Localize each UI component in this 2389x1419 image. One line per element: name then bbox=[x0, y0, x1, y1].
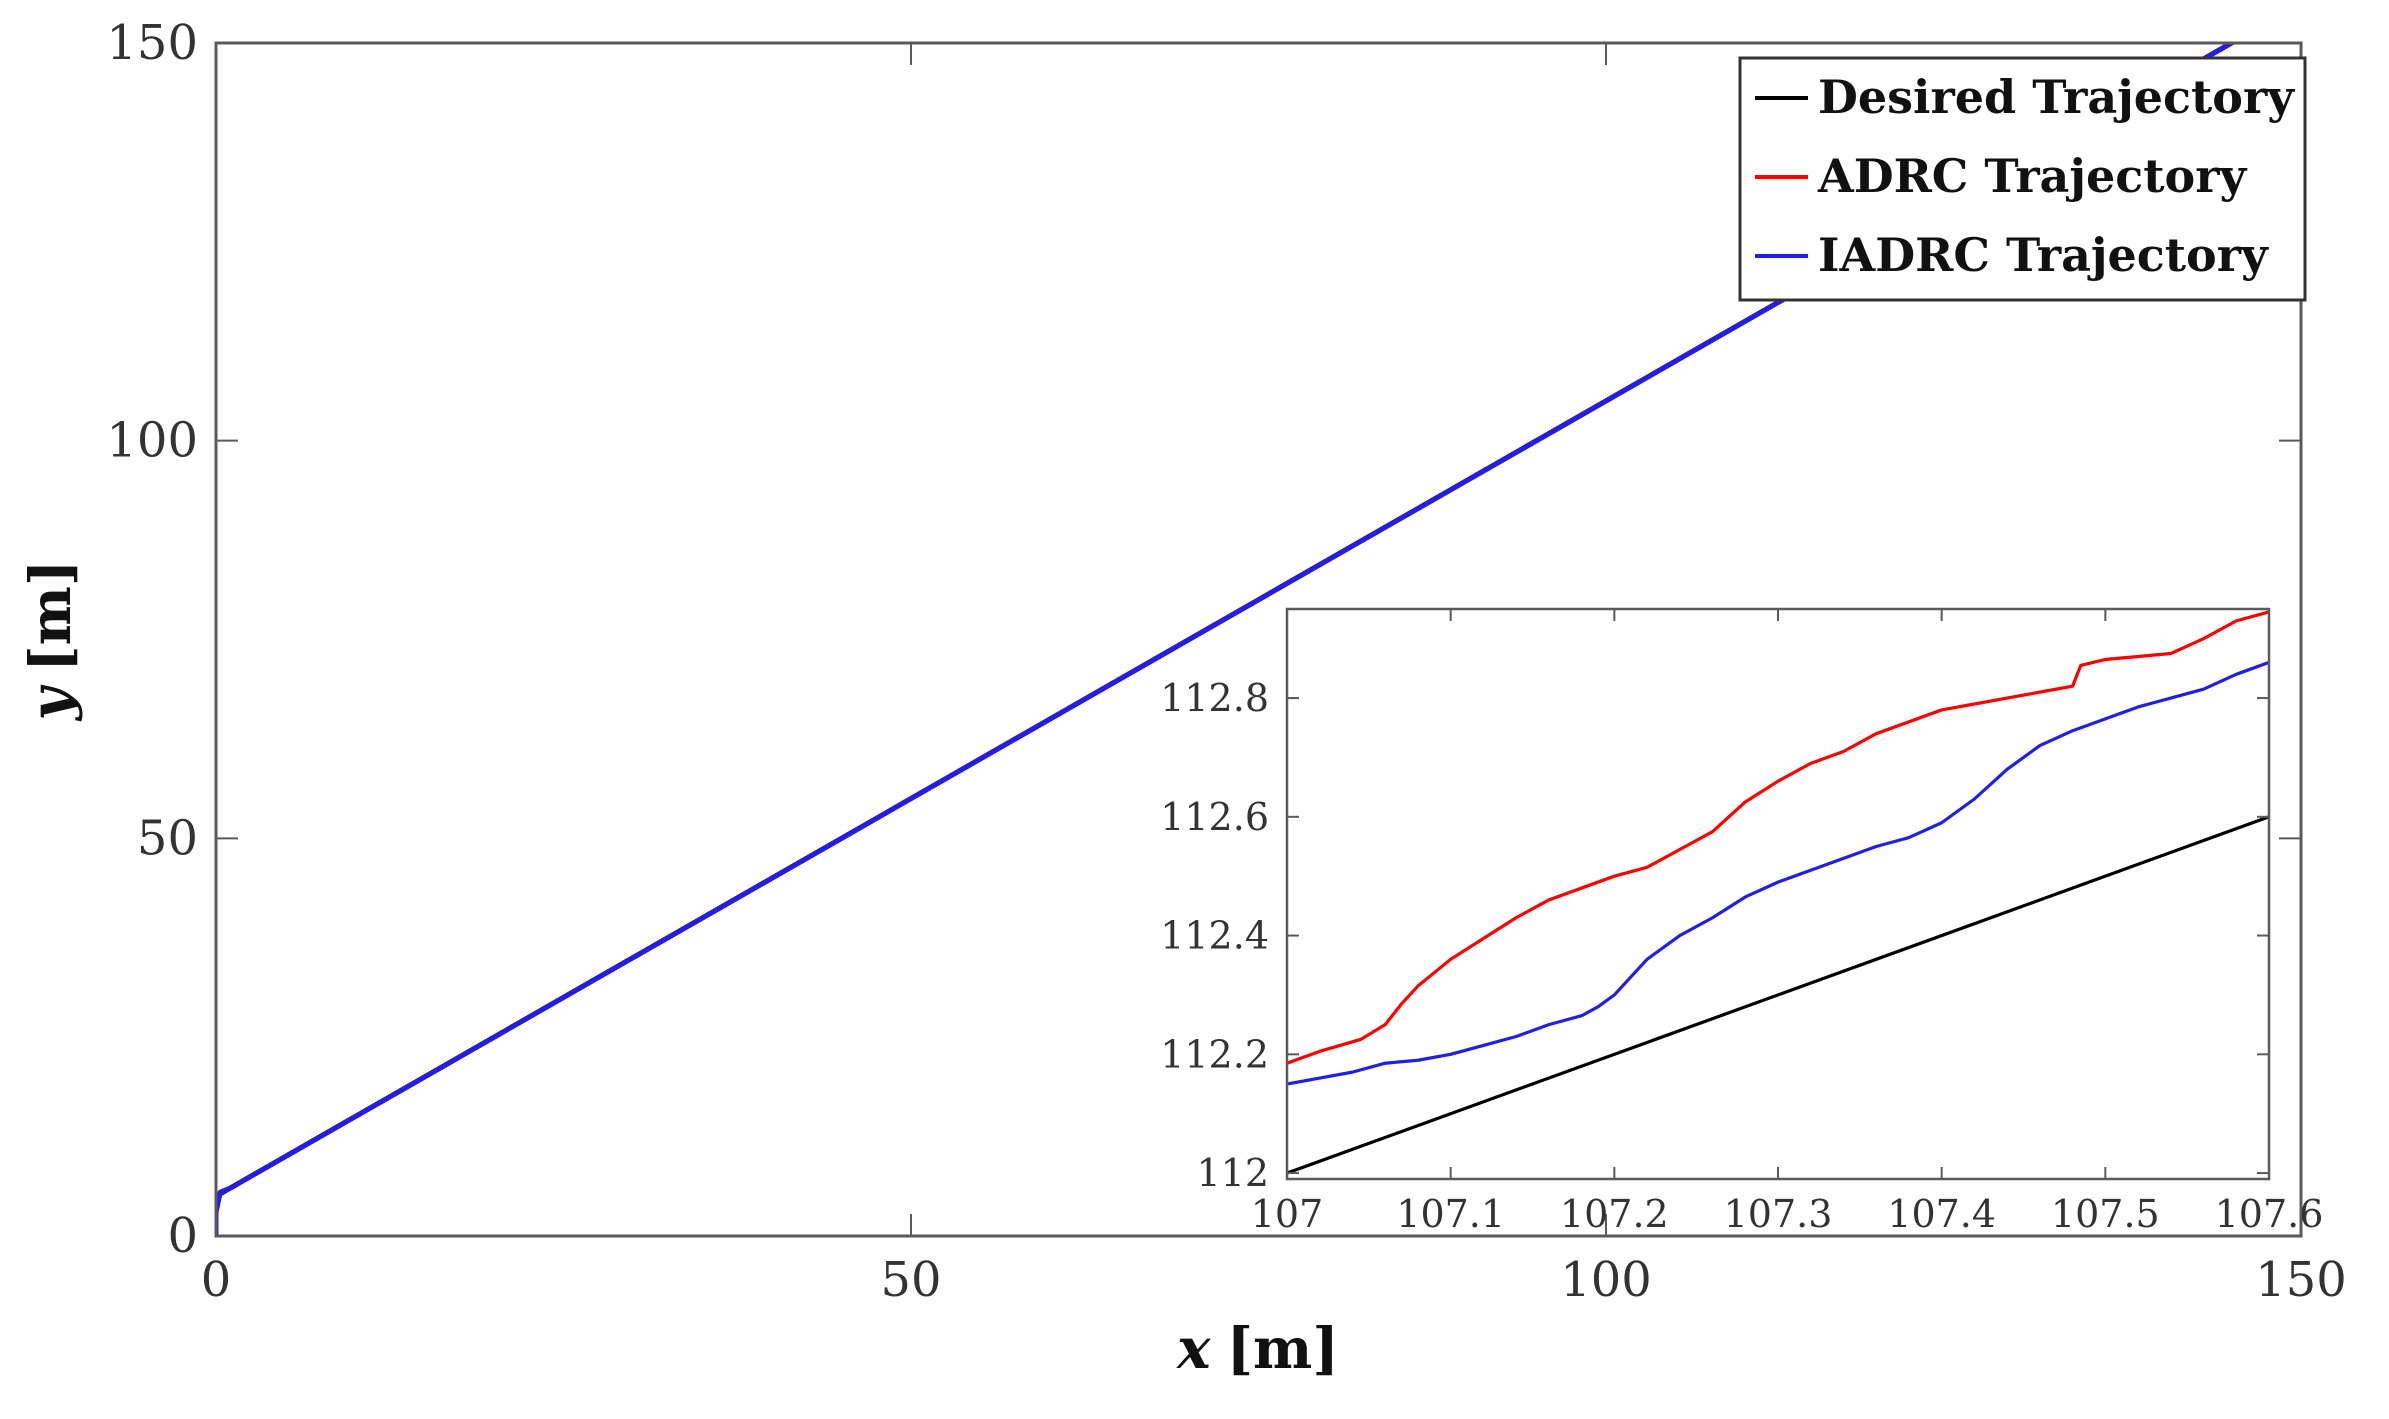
inset-y-tick-label: 112.8 bbox=[1160, 676, 1269, 720]
main-x-tick-label: 50 bbox=[880, 1252, 941, 1308]
main-y-tick-label: 150 bbox=[106, 15, 198, 71]
legend-label-iadrc: IADRC Trajectory bbox=[1818, 228, 2269, 282]
main-axes-box bbox=[214, 41, 2303, 1238]
main-y-tick-label: 50 bbox=[137, 810, 198, 866]
inset-x-tick-label: 107.4 bbox=[1887, 1192, 1996, 1236]
legend-box bbox=[1738, 56, 2307, 302]
x-axis-label: x [m] bbox=[1176, 1316, 1339, 1382]
inset-y-tick-label: 112.6 bbox=[1160, 795, 1269, 839]
y-axis-label-var: y bbox=[18, 684, 84, 722]
inset-x-tick-label: 107.5 bbox=[2051, 1192, 2160, 1236]
main-y-tick-label: 0 bbox=[167, 1208, 198, 1264]
inset-y-tick-label: 112.2 bbox=[1160, 1032, 1269, 1076]
legend-label-adrc: ADRC Trajectory bbox=[1817, 149, 2247, 203]
main-y-tick-label: 100 bbox=[106, 413, 198, 469]
inset-series-desired-trajectory bbox=[1287, 815, 2269, 1175]
y-axis-label: y [m] bbox=[18, 560, 84, 723]
main-x-tick-label: 100 bbox=[1560, 1252, 1652, 1308]
inset-y-tick-label: 112 bbox=[1196, 1151, 1269, 1195]
y-axis-label-unit: [m] bbox=[18, 560, 84, 672]
inset-x-tick-label: 107.2 bbox=[1560, 1192, 1669, 1236]
legend-label-desired: Desired Trajectory bbox=[1818, 70, 2295, 124]
inset-series-adrc-trajectory bbox=[1287, 610, 2269, 1065]
inset-background bbox=[1287, 609, 2269, 1179]
x-axis-label-var: x bbox=[1176, 1316, 1211, 1382]
inset-series-iadrc-trajectory bbox=[1287, 660, 2269, 1086]
inset-x-tick-label: 107 bbox=[1251, 1192, 1324, 1236]
main-x-tick-label: 0 bbox=[201, 1252, 232, 1308]
inset-x-tick-label: 107.6 bbox=[2215, 1192, 2324, 1236]
legend: Desired Trajectory ADRC Trajectory IADRC… bbox=[1738, 56, 2307, 302]
inset-x-tick-label: 107.1 bbox=[1396, 1192, 1505, 1236]
main-series-iadrc-trajectory bbox=[216, 43, 2237, 1236]
x-axis-label-unit: [m] bbox=[1227, 1316, 1339, 1382]
inset-x-tick-label: 107.3 bbox=[1724, 1192, 1833, 1236]
main-x-tick-label: 150 bbox=[2255, 1252, 2347, 1308]
inset-y-tick-label: 112.4 bbox=[1160, 914, 1269, 958]
